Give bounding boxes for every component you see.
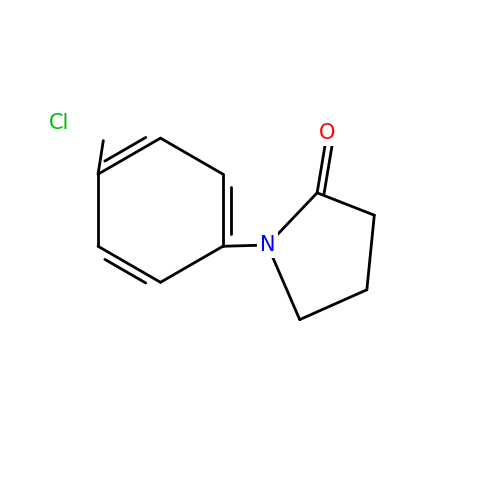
- Text: O: O: [319, 123, 336, 143]
- Text: Cl: Cl: [48, 113, 69, 133]
- Text: N: N: [260, 235, 275, 255]
